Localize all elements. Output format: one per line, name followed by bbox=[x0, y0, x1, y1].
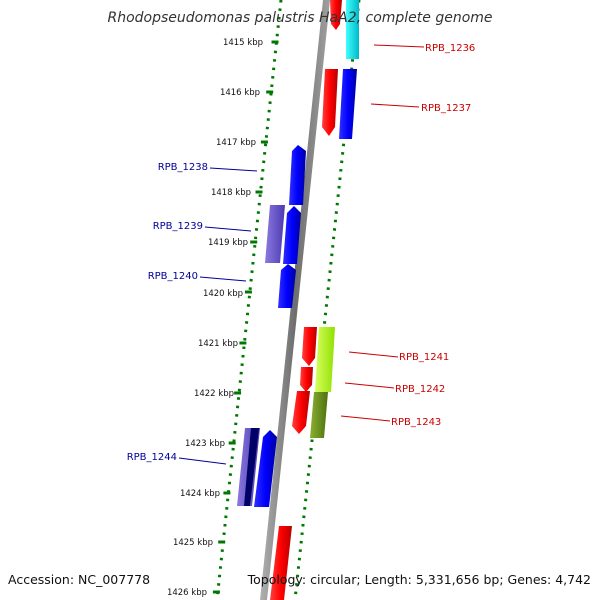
gene-block-rpb-1244-dark[interactable] bbox=[244, 428, 259, 506]
gene-label-rpb-1240[interactable]: RPB_1240 bbox=[148, 271, 198, 282]
outer-dotted-line bbox=[293, 0, 361, 600]
leader-rpb-1243 bbox=[340, 415, 391, 422]
genome-title: Rhodopseudomonas palustris HaA2, complet… bbox=[107, 10, 492, 26]
gene-label-rpb-1236[interactable]: RPB_1236 bbox=[425, 43, 475, 54]
kbp-tick-marks bbox=[212, 40, 279, 594]
kbp-label-1423: 1423 kbp bbox=[185, 439, 225, 449]
kbp-label-1420: 1420 kbp bbox=[203, 289, 243, 299]
gene-block-rpb-1241[interactable] bbox=[315, 327, 335, 392]
kbp-label-1426: 1426 kbp bbox=[167, 588, 207, 598]
leader-rpb-1238 bbox=[209, 167, 258, 172]
kbp-label-1421: 1421 kbp bbox=[198, 339, 238, 349]
gene-labels: RPB_1236 RPB_1237 RPB_1238 RPB_1239 RPB_… bbox=[127, 43, 476, 463]
gene-arrow-rpb-1240[interactable] bbox=[278, 264, 296, 308]
gene-arrow-rpb-1241[interactable] bbox=[302, 327, 317, 366]
gene-label-rpb-1241[interactable]: RPB_1241 bbox=[399, 352, 449, 363]
gene-leader-lines bbox=[178, 44, 425, 465]
kbp-label-1424: 1424 kbp bbox=[180, 489, 220, 499]
gene-arrow-rpb-1237-b[interactable] bbox=[339, 69, 357, 139]
leader-rpb-1236 bbox=[373, 44, 425, 48]
accession-text: Accession: NC_007778 bbox=[8, 572, 151, 587]
gene-arrow-rpb-1236[interactable] bbox=[330, 0, 342, 30]
topology-text: Topology: circular; Length: 5,331,656 bp… bbox=[247, 572, 591, 587]
ruler-dotted-line bbox=[215, 0, 283, 600]
gene-block-rpb-1243[interactable] bbox=[292, 391, 310, 434]
gene-label-rpb-1238[interactable]: RPB_1238 bbox=[158, 162, 208, 173]
leader-rpb-1239 bbox=[204, 226, 252, 232]
genome-backbone bbox=[260, 0, 330, 600]
gene-arrow-rpb-1237-a[interactable] bbox=[322, 69, 338, 136]
gene-label-rpb-1242[interactable]: RPB_1242 bbox=[395, 384, 445, 395]
kbp-label-1425: 1425 kbp bbox=[173, 538, 213, 548]
kbp-label-1418: 1418 kbp bbox=[211, 188, 251, 198]
kbp-label-1419: 1419 kbp bbox=[208, 238, 248, 248]
leader-rpb-1244 bbox=[178, 457, 227, 465]
gene-arrow-rpb-1238[interactable] bbox=[289, 145, 306, 205]
gene-label-rpb-1237[interactable]: RPB_1237 bbox=[421, 103, 471, 114]
gene-block-rpb-1239[interactable] bbox=[265, 205, 285, 263]
gene-label-rpb-1244[interactable]: RPB_1244 bbox=[127, 452, 177, 463]
gene-block-bottom[interactable] bbox=[270, 526, 292, 600]
gene-arrow-rpb-1244[interactable] bbox=[254, 430, 277, 507]
gene-block-rpb-1243-b[interactable] bbox=[310, 392, 328, 438]
kbp-label-1422: 1422 kbp bbox=[194, 389, 234, 399]
gene-label-rpb-1243[interactable]: RPB_1243 bbox=[391, 417, 441, 428]
gene-label-rpb-1239[interactable]: RPB_1239 bbox=[153, 221, 203, 232]
kbp-label-1417: 1417 kbp bbox=[216, 138, 256, 148]
kbp-label-1416: 1416 kbp bbox=[220, 88, 260, 98]
reverse-genes bbox=[237, 145, 306, 507]
gene-block-cyan[interactable] bbox=[346, 0, 359, 59]
kbp-label-1415: 1415 kbp bbox=[223, 38, 263, 48]
leader-rpb-1241 bbox=[348, 351, 399, 358]
leader-rpb-1240 bbox=[199, 276, 247, 282]
kbp-labels: 1415 kbp 1416 kbp 1417 kbp 1418 kbp 1419… bbox=[167, 38, 263, 598]
leader-rpb-1242 bbox=[344, 382, 395, 389]
leader-rpb-1237 bbox=[370, 103, 420, 108]
gene-arrow-rpb-1239[interactable] bbox=[283, 206, 301, 264]
gene-arrow-rpb-1242[interactable] bbox=[300, 367, 313, 392]
forward-genes bbox=[270, 0, 359, 600]
